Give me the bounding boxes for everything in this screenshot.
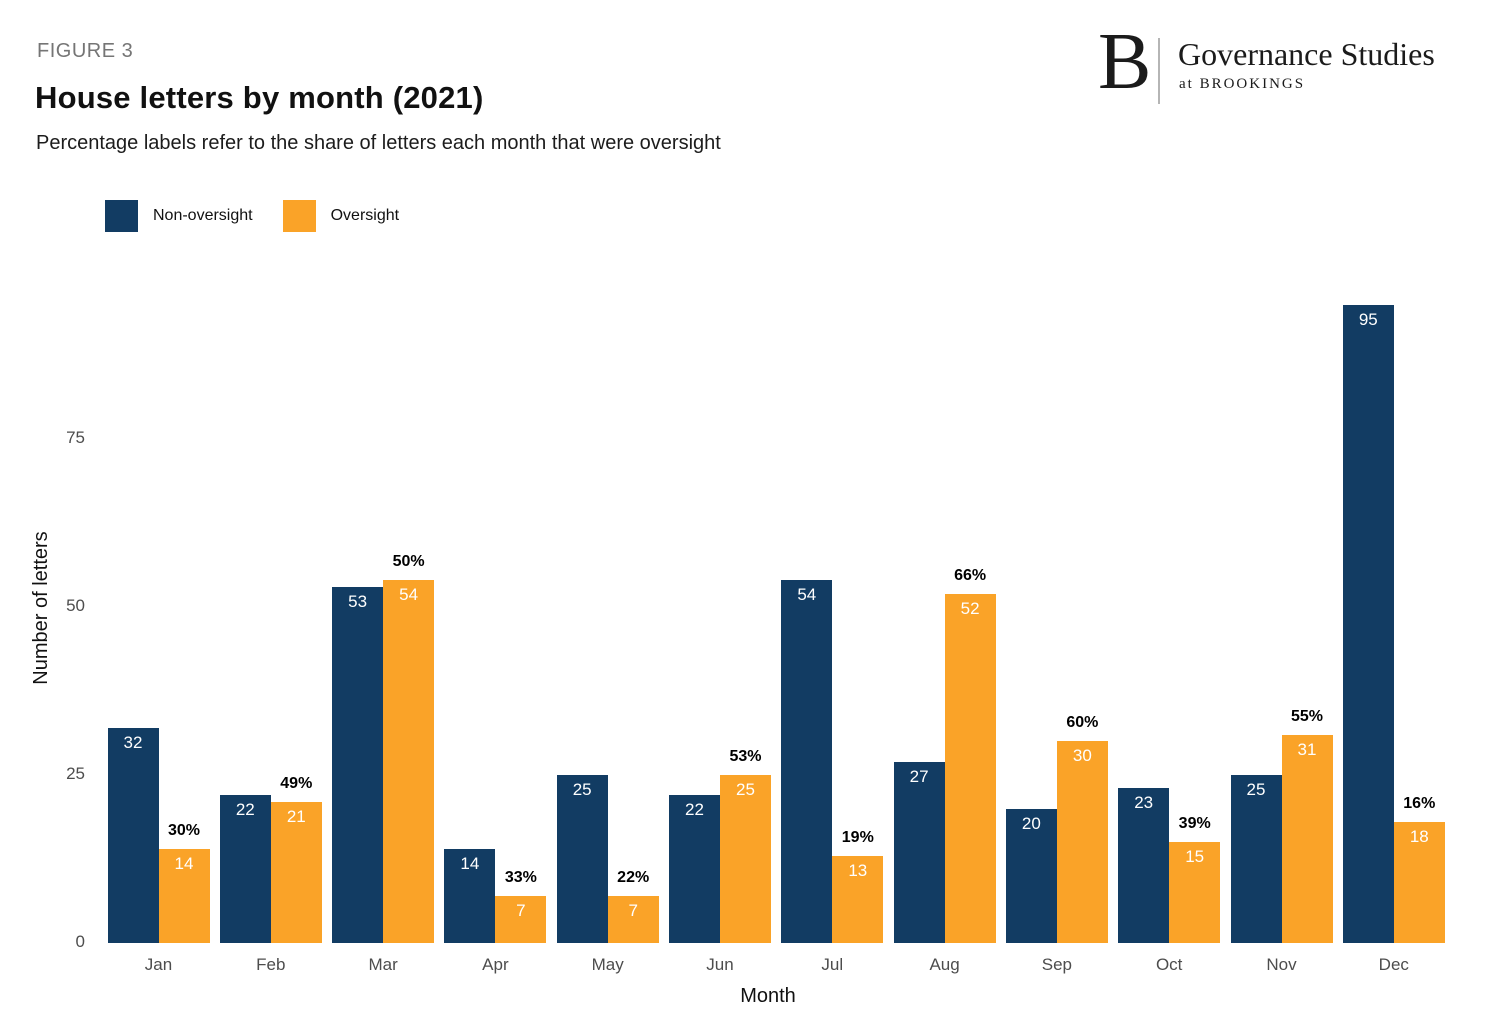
bar-non-oversight-jun (669, 795, 720, 943)
bar-value-non-oversight-feb: 22 (235, 800, 255, 820)
pct-label-dec: 16% (1403, 795, 1436, 813)
pct-label-sep: 60% (1066, 714, 1099, 732)
bar-oversight-jan (158, 848, 210, 943)
bar-value-oversight-sep: 30 (1072, 746, 1092, 766)
x-tick-jul: Jul (821, 955, 844, 974)
pct-label-feb: 49% (280, 774, 313, 792)
x-tick-mar: Mar (368, 955, 398, 974)
bar-oversight-jun (720, 775, 771, 943)
bar-value-oversight-jul: 13 (848, 860, 868, 880)
logo-suborg-name: at BROOKINGS (1179, 76, 1306, 92)
bar-oversight-feb (270, 801, 322, 943)
bar-value-non-oversight-nov: 25 (1246, 780, 1266, 799)
bar-oversight-aug (944, 593, 996, 943)
legend-label-non-oversight: Non-oversight (153, 207, 253, 224)
x-tick-apr: Apr (482, 955, 509, 974)
bar-non-oversight-sep (1005, 808, 1057, 943)
bar-oversight-dec (1393, 822, 1445, 943)
x-tick-jun: Jun (706, 955, 734, 974)
bar-non-oversight-jan (107, 727, 159, 943)
bar-value-non-oversight-oct: 23 (1134, 793, 1154, 813)
legend-label-oversight: Oversight (330, 207, 400, 224)
bar-value-oversight-apr: 7 (516, 900, 526, 920)
y-tick-75: 75 (66, 428, 85, 447)
chart-subtitle: Percentage labels refer to the share of … (36, 132, 721, 154)
bar-value-oversight-mar: 54 (399, 585, 419, 605)
brookings-logo-letter: B (1098, 18, 1152, 106)
bar-value-non-oversight-aug: 27 (909, 766, 929, 786)
pct-label-apr: 33% (504, 868, 537, 886)
legend-item-non-oversight: Non-oversight (105, 200, 253, 232)
bar-oversight-jul (832, 855, 884, 943)
y-tick-0: 0 (75, 932, 85, 951)
bar-non-oversight-may (556, 775, 608, 943)
bar-value-non-oversight-mar: 53 (348, 591, 368, 611)
bar-value-non-oversight-apr: 14 (460, 853, 480, 873)
bar-value-non-oversight-sep: 20 (1021, 813, 1041, 833)
x-tick-nov: Nov (1266, 955, 1297, 974)
bar-value-non-oversight-jul: 54 (797, 585, 817, 605)
y-tick-25: 25 (66, 764, 85, 783)
pct-label-nov: 55% (1290, 707, 1324, 725)
x-tick-sep: Sep (1041, 955, 1073, 974)
bar-non-oversight-nov (1230, 775, 1282, 943)
bar-oversight-may (607, 895, 659, 943)
legend-swatch-oversight (282, 200, 316, 232)
bar-value-oversight-nov: 31 (1297, 739, 1317, 759)
bar-value-oversight-aug: 52 (960, 598, 980, 618)
bar-non-oversight-mar (332, 586, 384, 943)
x-tick-may: May (591, 955, 624, 974)
bar-value-non-oversight-dec: 95 (1358, 309, 1378, 329)
pct-label-aug: 66% (954, 566, 987, 584)
chart-legend: Non-oversight Oversight (105, 200, 413, 232)
pct-label-jul: 19% (841, 828, 874, 846)
bar-value-non-oversight-may: 25 (572, 780, 592, 799)
pct-label-mar: 50% (392, 553, 425, 571)
x-axis-title: Month (740, 985, 796, 1007)
bar-non-oversight-feb (219, 795, 271, 943)
y-tick-50: 50 (66, 596, 85, 615)
x-tick-aug: Aug (929, 955, 960, 974)
pct-label-may: 22% (617, 868, 650, 886)
bar-value-oversight-may: 7 (628, 900, 638, 920)
brookings-logo: B Governance Studies at BROOKINGS (1098, 22, 1478, 107)
x-tick-oct: Oct (1155, 955, 1183, 974)
pct-label-oct: 39% (1178, 815, 1211, 833)
y-axis-title: Number of letters (30, 531, 52, 685)
bar-value-non-oversight-jun: 22 (685, 800, 704, 820)
bar-non-oversight-oct (1118, 788, 1170, 943)
bar-oversight-sep (1056, 741, 1108, 943)
bar-value-oversight-oct: 15 (1185, 847, 1205, 867)
figure-label: FIGURE 3 (37, 40, 134, 62)
bar-oversight-oct (1169, 842, 1221, 943)
pct-label-jan: 30% (167, 821, 201, 839)
bar-value-non-oversight-jan: 32 (123, 732, 143, 752)
logo-org-name: Governance Studies (1178, 36, 1435, 72)
bar-value-oversight-dec: 18 (1409, 827, 1429, 847)
bar-non-oversight-apr (444, 848, 496, 943)
bar-oversight-nov (1281, 734, 1333, 943)
legend-swatch-non-oversight (105, 200, 138, 232)
bar-non-oversight-dec (1342, 304, 1394, 943)
bar-non-oversight-jul (781, 580, 833, 943)
logo-divider (1158, 38, 1160, 104)
bar-value-oversight-jan: 14 (174, 853, 194, 873)
bar-oversight-mar (383, 580, 435, 943)
bar-value-oversight-jun: 25 (736, 780, 755, 799)
pct-label-jun: 53% (729, 748, 762, 765)
bar-non-oversight-aug (893, 761, 945, 943)
bar-oversight-apr (495, 895, 547, 943)
legend-item-oversight: Oversight (282, 200, 400, 232)
x-tick-jan: Jan (144, 955, 173, 974)
x-tick-dec: Dec (1378, 955, 1409, 974)
bar-value-oversight-feb: 21 (286, 806, 306, 826)
chart-title: House letters by month (2021) (35, 80, 484, 115)
x-tick-feb: Feb (256, 955, 286, 974)
